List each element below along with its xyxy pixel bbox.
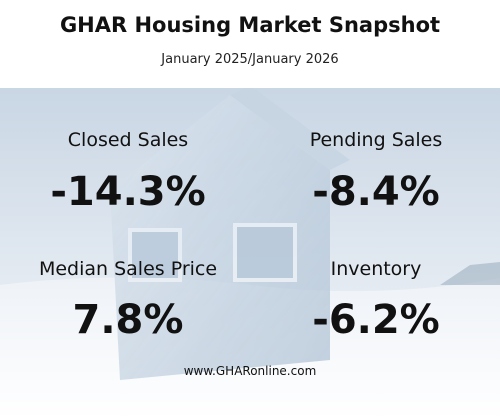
header-band <box>0 0 500 88</box>
title: GHAR Housing Market Snapshot <box>60 13 440 37</box>
ice-house <box>110 85 350 380</box>
subtitle: January 2025/January 2026 <box>160 52 338 67</box>
stat-label: Pending Sales <box>310 129 443 151</box>
stat-value: -6.2% <box>312 297 440 343</box>
footer-url: www.GHARonline.com <box>184 364 317 378</box>
stat-label: Median Sales Price <box>39 258 217 280</box>
stat-label: Closed Sales <box>68 129 188 151</box>
stat-value: 7.8% <box>73 297 184 343</box>
hill <box>440 262 500 285</box>
stat-value: -8.4% <box>312 169 440 215</box>
stat-value: -14.3% <box>50 169 205 215</box>
stat-label: Inventory <box>331 258 422 280</box>
